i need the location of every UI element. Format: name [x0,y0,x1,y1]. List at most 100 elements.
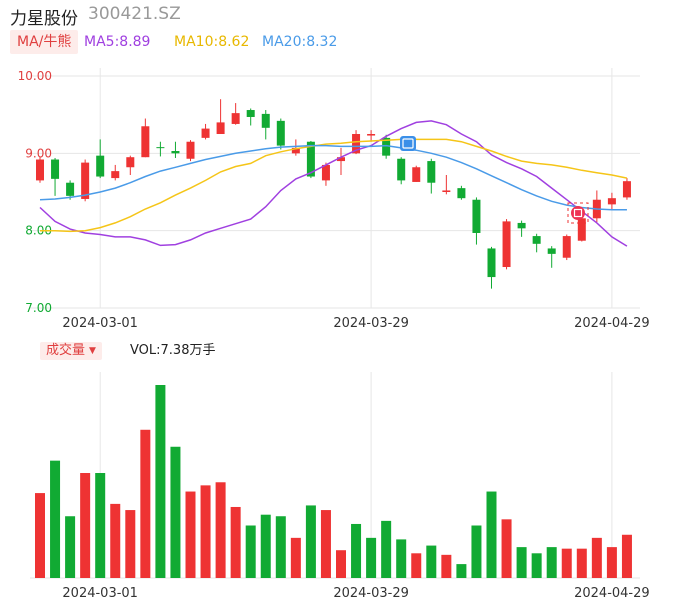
candle-body [186,141,195,159]
candle-body [231,113,240,124]
volume-bar [260,514,271,578]
volume-bar [290,537,301,578]
sell-marker-icon[interactable] [400,136,416,151]
candle-body [66,182,75,196]
candlestick [216,99,225,134]
candle-body [96,155,105,177]
candle-body [81,162,90,199]
date-tick-label: 2024-04-29 [574,316,650,331]
candlestick [622,178,631,200]
candle-body [246,110,255,117]
volume-bar [396,539,407,578]
volume-date-tick-label: 2024-04-29 [574,586,650,601]
candlestick [397,157,406,185]
candlestick [261,110,270,140]
candlestick [51,157,60,196]
volume-bars [35,385,632,578]
volume-bar [576,548,587,578]
candle-body [562,236,571,258]
price-axis-labels: 10.00 9.00 8.00 7.00 [18,69,52,315]
candle-body [141,126,150,158]
candle-body [51,159,60,179]
volume-indicator-selector[interactable]: 成交量 ▼ [40,342,102,360]
candlestick [532,233,541,253]
candlestick [321,162,330,186]
volume-bar [170,446,181,578]
volume-bar [621,534,632,578]
candlestick [412,165,421,182]
volume-bar [531,553,542,578]
volume-bar [456,564,467,578]
volume-bar [185,491,196,578]
ma5-legend: MA5:8.89 [84,34,151,50]
buy-marker-icon[interactable] [567,202,589,224]
price-tick-label: 8.00 [25,224,52,238]
volume-bar [381,520,392,578]
candlestick [517,220,526,237]
candle-body [171,151,180,154]
candle-body [397,158,406,181]
candle-body [291,147,300,154]
candle-body [126,157,135,168]
volume-bar [351,523,362,578]
candle-body [111,171,120,179]
candlestick [156,141,165,157]
volume-label: 成交量 [46,343,86,358]
candlestick [457,185,466,200]
moving-average-lines [39,120,628,247]
volume-value: VOL:7.38万手 [130,343,216,358]
ma10-line [40,138,628,233]
candlestick [291,139,300,156]
candlestick [382,134,391,159]
stock-code: 300421.SZ [88,4,181,24]
candlestick [171,141,180,158]
candlesticks [36,99,631,289]
candle-body [36,159,44,181]
candle-body [201,128,210,138]
candlestick [487,246,496,289]
volume-bar [441,554,452,578]
ma5-line [39,120,628,247]
volume-bar [35,493,45,578]
price-tick-label: 7.00 [25,301,52,315]
candlestick [96,139,105,179]
candle-body [156,147,165,149]
ma-indicator-selector[interactable]: MA/牛熊 [10,30,79,54]
chart-markers [400,136,589,224]
volume-bar [200,485,211,578]
candle-body [382,137,391,156]
volume-bar [591,537,602,578]
volume-bar [155,385,166,578]
volume-bar [336,550,346,578]
volume-bar [546,547,557,578]
candle-body [532,236,541,244]
candlestick [367,130,376,142]
volume-bar [50,460,61,578]
candle-body [487,248,496,278]
volume-bar [366,537,377,578]
volume-bar [486,491,497,578]
volume-bar [471,525,482,578]
candlestick [231,103,240,125]
volume-bar [516,547,527,578]
stock-name: 力星股份 [10,9,78,29]
candlestick [547,246,556,268]
candlestick [502,219,511,270]
candlestick [337,147,345,175]
candlestick [562,234,571,261]
volume-bar [411,553,422,578]
volume-bar [426,545,437,578]
volume-date-tick-label: 2024-03-29 [333,586,409,601]
candle-body [216,122,225,134]
candle-body [502,221,511,268]
candle-body [442,190,451,192]
volume-bar [501,519,512,578]
volume-bar [275,516,286,578]
ma10-legend: MA10:8.62 [174,34,250,50]
candle-body [472,199,481,233]
candle-body [577,218,586,241]
candlestick [81,159,90,202]
volume-bar [110,503,121,578]
volume-bar [305,505,316,578]
volume-bar [230,506,241,578]
